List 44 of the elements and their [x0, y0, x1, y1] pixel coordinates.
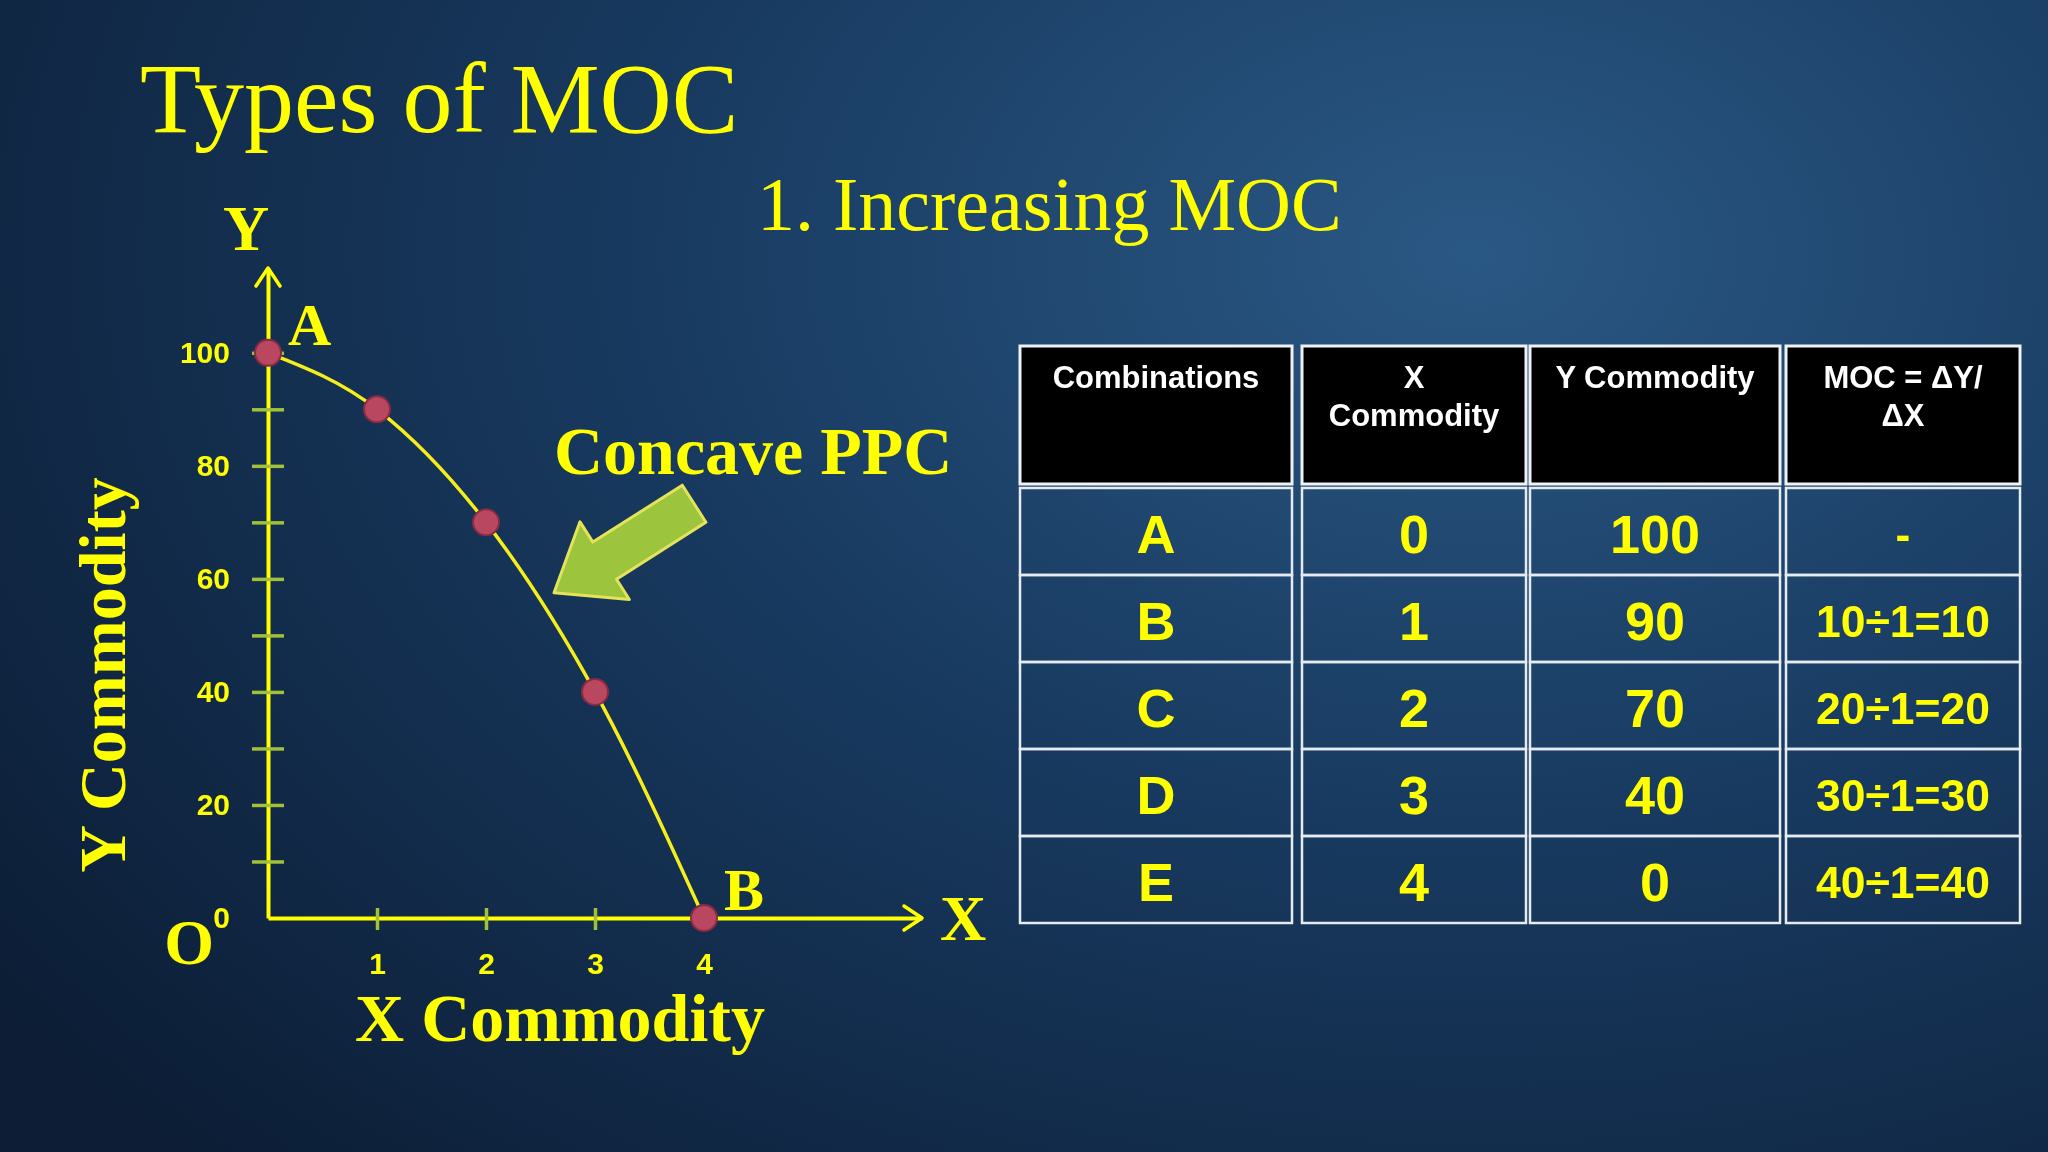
data-label: 30÷1=30 — [1816, 770, 1990, 819]
x-tick-label: 2 — [478, 947, 495, 981]
annotation: A — [288, 291, 332, 358]
data-label: 4 — [1398, 851, 1430, 912]
category-label: D — [1136, 764, 1176, 825]
text: X Commodity — [1328, 360, 1501, 433]
category-label: A — [1136, 503, 1176, 564]
data-label: 40÷1=40 — [1816, 857, 1990, 906]
y-tick-label: 0 — [213, 901, 230, 935]
data-label: - — [1895, 509, 1911, 558]
data-label: 40 — [1624, 764, 1686, 825]
data-label: 0 — [1398, 503, 1430, 564]
y-tick-label: 100 — [179, 335, 230, 369]
x-axis-title: X Commodity — [355, 980, 765, 1056]
text: Combinations — [1052, 360, 1260, 395]
chart-title: Types of MOC — [140, 43, 739, 154]
text: O — [164, 907, 214, 978]
data-label: 70 — [1624, 677, 1686, 738]
data-label: 20÷1=20 — [1816, 683, 1990, 732]
y-tick-label: 80 — [196, 448, 230, 482]
data-label: 2 — [1398, 677, 1430, 738]
data-label: 10÷1=10 — [1816, 596, 1990, 645]
x-tick-label: 1 — [369, 947, 386, 981]
data-label: 3 — [1398, 764, 1430, 825]
data-label: 100 — [1609, 503, 1701, 564]
y-axis-title: Y Commodity — [65, 477, 139, 873]
data-label: 1 — [1398, 590, 1430, 651]
chart-subtitle: 1. Increasing MOC — [757, 162, 1342, 246]
category-label: B — [1136, 590, 1176, 651]
category-label: E — [1137, 851, 1175, 912]
text: MOC = ΔY/ΔX — [1823, 360, 1983, 433]
text: X — [940, 883, 987, 954]
x-tick-label: 4 — [696, 947, 714, 981]
y-tick-label: 60 — [196, 561, 230, 595]
category-label: C — [1136, 677, 1176, 738]
annotation: Concave PPC — [554, 412, 953, 489]
annotation: B — [724, 857, 765, 923]
y-tick-label: 20 — [196, 788, 230, 822]
text: Y Commodity — [1555, 360, 1756, 395]
data-label: 0 — [1639, 851, 1671, 912]
x-tick-label: 3 — [587, 947, 604, 981]
y-tick-label: 40 — [196, 675, 230, 709]
text: Y — [222, 193, 270, 264]
data-label: 90 — [1624, 590, 1686, 651]
